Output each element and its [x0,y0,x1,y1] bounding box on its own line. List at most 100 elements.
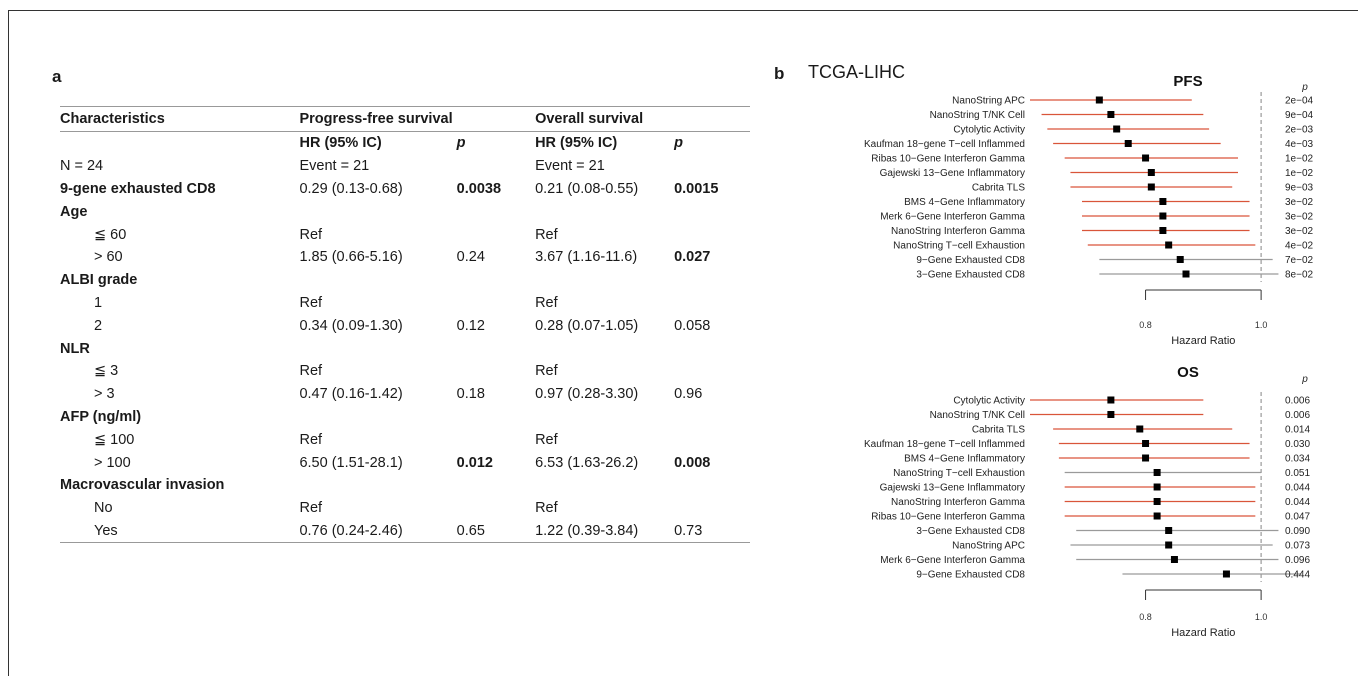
os-p-cell [674,360,750,383]
forest-row-label: NanoString APC [952,541,1025,552]
pfs-p-cell [457,474,535,497]
hr-marker [1142,154,1150,162]
forest-row-label: Ribas 10−Gene Interferon Gamma [871,154,1025,165]
os-p-cell: 0.0015 [674,180,719,197]
p-value: 7e−02 [1285,255,1314,266]
p-value: 0.006 [1285,396,1310,407]
p-value: 0.034 [1285,454,1310,465]
p-value: 3e−02 [1285,197,1314,208]
os-hr-cell: 6.53 (1.63-26.2) [535,454,639,471]
p-value: 0.073 [1285,541,1310,552]
row-label: Macrovascular invasion [60,477,225,494]
forest-row-label: NanoString T−cell Exhaustion [893,468,1025,479]
p-value: 9e−04 [1285,110,1314,121]
forest-title-os: OS [1177,364,1199,381]
forest-row-label: Cabrita TLS [972,425,1026,436]
hr-marker [1153,498,1161,505]
table-row: NLR [60,337,750,360]
forest-row-label: Cytolytic Activity [953,125,1025,136]
os-p-cell [674,406,750,429]
pfs-hr-cell [299,200,456,223]
pfs-p-cell [457,292,535,315]
x-axis-label: Hazard Ratio [1171,335,1235,347]
header-empty-2 [674,106,750,132]
row-label: NLR [60,340,90,357]
pfs-hr-cell: 6.50 (1.51-28.1) [299,454,403,471]
pfs-p-cell [457,269,535,292]
p-value: 4e−02 [1285,241,1314,252]
table-row: ≦ 60 Ref Ref [60,223,750,246]
forest-row-label: 9−Gene Exhausted CD8 [916,570,1025,581]
forest-row-label: BMS 4−Gene Inflammatory [904,454,1025,465]
pfs-hr-cell: Ref [299,294,323,311]
row-label: > 3 [94,386,115,403]
pfs-p-cell [457,497,535,520]
p-value: 0.044 [1285,497,1310,508]
forest-row-label: 3−Gene Exhausted CD8 [916,270,1025,281]
hr-marker [1136,425,1144,433]
subheader-os-hr: HR (95% IC) [535,130,675,155]
pfs-hr-cell: Ref [299,431,323,448]
pfs-hr-cell: 1.85 (0.66-5.16) [299,249,403,266]
hr-marker [1159,198,1167,205]
row-label: 1 [94,294,103,311]
os-p-cell [674,269,750,292]
p-value: 0.444 [1285,570,1310,581]
hr-marker [1170,556,1178,563]
forest-title-pfs: PFS [1173,73,1202,90]
row-label: N = 24 [60,158,104,175]
table-row: > 100 6.50 (1.51-28.1) 0.012 6.53 (1.63-26.… [60,451,750,474]
pfs-p-cell [457,428,535,451]
os-hr-cell: Ref [535,226,558,243]
os-p-cell: 0.058 [674,317,711,334]
os-p-cell [674,155,750,178]
pfs-p-cell: 0.0038 [456,180,502,197]
row-label: AFP (ng/ml) [60,408,142,425]
forest-row-label: Gajewski 13−Gene Inflammatory [880,483,1025,494]
pfs-hr-cell: Ref [299,226,323,243]
forest-row-label: BMS 4−Gene Inflammatory [904,197,1025,208]
pfs-p-cell: 0.65 [456,519,536,544]
p-value: 3e−02 [1285,226,1314,237]
pfs-p-cell: 0.12 [456,317,485,334]
pfs-p-cell [457,200,535,223]
hr-marker [1153,469,1161,476]
figure-frame-top [8,10,1358,11]
os-hr-cell: Event = 21 [535,158,605,175]
os-hr-cell: 0.21 (0.08-0.55) [535,180,639,197]
forest-row-label: 9−Gene Exhausted CD8 [916,255,1025,266]
os-hr-cell [535,406,674,429]
pfs-hr-cell: 0.29 (0.13-0.68) [299,180,403,197]
p-value: 1e−02 [1285,154,1314,165]
os-hr-cell: Ref [535,294,558,311]
os-hr-cell: 3.67 (1.16-11.6) [535,249,638,266]
hr-marker [1142,440,1150,447]
x-tick-label: 0.8 [1139,612,1152,622]
row-label: ≦ 60 [94,226,127,243]
x-tick-label: 1.0 [1255,320,1268,330]
hr-marker [1159,227,1167,234]
os-hr-cell: 0.28 (0.07-1.05) [535,317,639,334]
hr-marker [1176,256,1184,263]
panel-b-label: b [774,64,785,83]
hr-marker [1142,454,1150,462]
os-p-cell [674,200,750,223]
forest-row-label: NanoString APC [952,96,1025,107]
p-value: 0.030 [1285,439,1310,450]
hr-marker [1095,96,1103,104]
table-row: ≦ 100 Ref Ref [60,428,750,451]
table-row: Macrovascular invasion [60,474,750,497]
p-value: 4e−03 [1285,139,1314,150]
p-column-header: p [1301,374,1308,385]
p-column-header: p [1301,82,1308,93]
os-p-cell: 0.008 [674,454,711,471]
forest-row-label: Kaufman 18−gene T−cell Inflammed [864,139,1025,150]
p-value: 0.014 [1285,425,1310,436]
pfs-hr-cell: 0.76 (0.24-2.46) [299,519,457,544]
pfs-hr-cell [299,406,456,429]
row-label: ≦ 3 [94,363,119,380]
forest-row-label: NanoString T−cell Exhaustion [893,241,1025,252]
subheader-os-p: p [674,130,750,155]
forest-row-label: NanoString T/NK Cell [930,110,1025,121]
row-label: Age [60,203,88,220]
